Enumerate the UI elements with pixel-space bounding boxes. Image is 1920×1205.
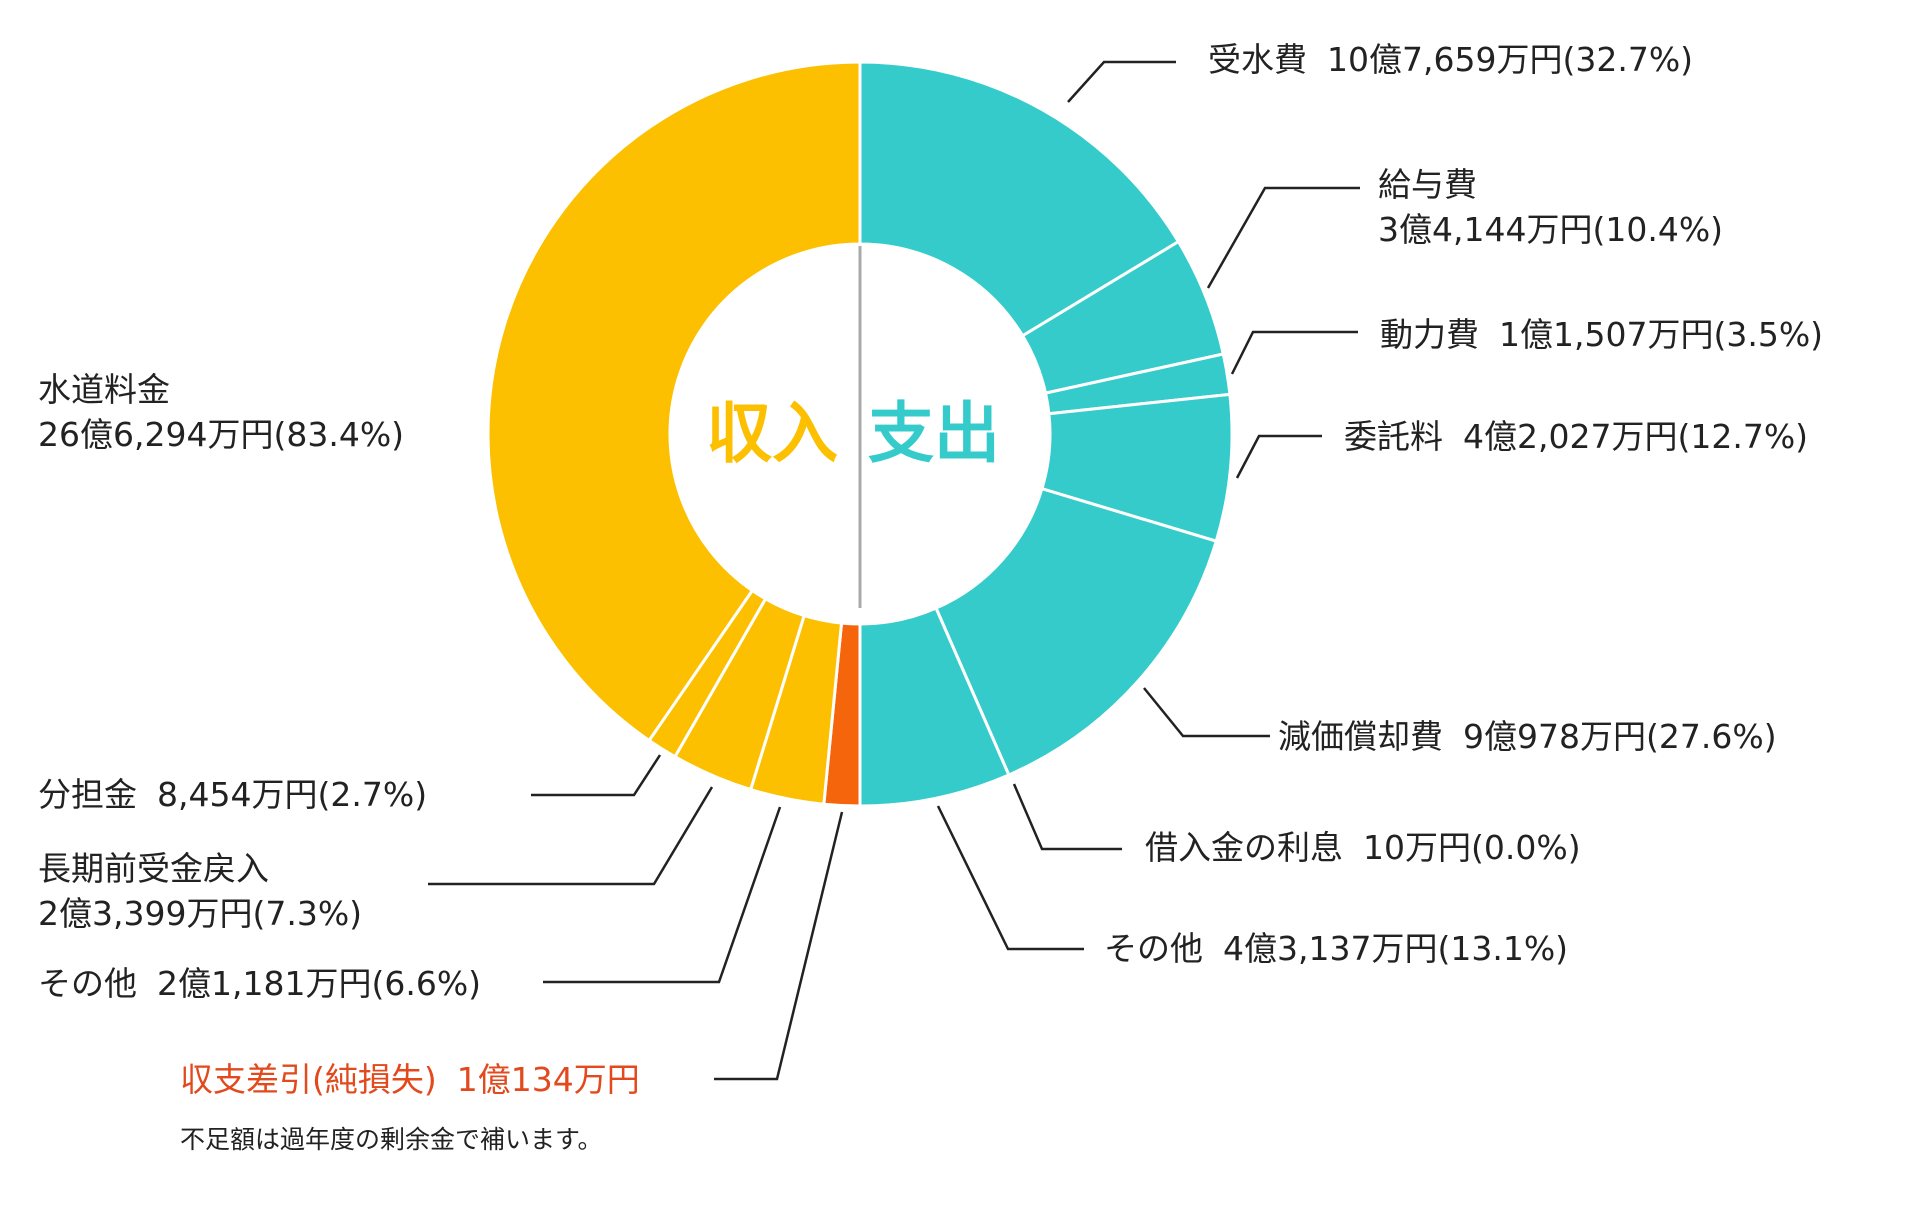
slice-expense-4 <box>934 486 1219 777</box>
center-label-expense: 支出 <box>868 395 1000 472</box>
leader-income-2 <box>428 786 714 886</box>
label-expense-itaku: 委託料 4億2,027万円(12.7%) <box>1344 417 1808 456</box>
label-expense-douryoku: 動力費 1億1,507万円(3.5%) <box>1380 315 1823 354</box>
leader-expense-0 <box>1067 60 1176 103</box>
label-income-deficit: 収支差引(純損失) 1億134万円 <box>180 1060 640 1099</box>
label-expense-kyuyo-value: 3億4,144万円(10.4%) <box>1378 210 1723 249</box>
label-income-buntan: 分担金 8,454万円(2.7%) <box>38 775 427 814</box>
center-label-income: 収入 <box>706 395 838 472</box>
leader-income-1 <box>531 754 662 797</box>
leader-expense-1 <box>1206 186 1360 289</box>
note-text: 不足額は過年度の剰余金で補います。 <box>180 1125 603 1154</box>
label-income-choki-name: 長期前受金戻入 <box>38 849 269 888</box>
slices-group <box>486 60 1234 808</box>
label-income-suido-value: 26億6,294万円(83.4%) <box>38 415 404 454</box>
leader-lines <box>428 60 1360 1081</box>
label-expense-sonota: その他 4億3,137万円(13.1%) <box>1104 929 1568 968</box>
label-income-choki-value: 2億3,399万円(7.3%) <box>38 894 362 933</box>
label-expense-genka: 減価償却費 9億978万円(27.6%) <box>1278 717 1777 756</box>
label-expense-rishi: 借入金の利息 10万円(0.0%) <box>1145 828 1581 867</box>
leader-expense-5 <box>1012 783 1122 851</box>
slice-income-0 <box>486 60 862 743</box>
leader-income-4 <box>714 811 844 1081</box>
leader-income-3 <box>543 806 782 984</box>
leader-expense-3 <box>1235 434 1322 479</box>
slice-expense-0 <box>858 60 1181 338</box>
label-expense-kyuyo-name: 給与費 <box>1378 165 1477 204</box>
label-expense-juusui: 受水費 10億7,659万円(32.7%) <box>1208 40 1693 79</box>
leader-expense-6 <box>936 805 1084 951</box>
label-income-suido-name: 水道料金 <box>38 370 170 409</box>
label-income-sonota: その他 2億1,181万円(6.6%) <box>38 964 481 1003</box>
leader-expense-4 <box>1143 687 1270 738</box>
leader-expense-2 <box>1230 330 1358 375</box>
